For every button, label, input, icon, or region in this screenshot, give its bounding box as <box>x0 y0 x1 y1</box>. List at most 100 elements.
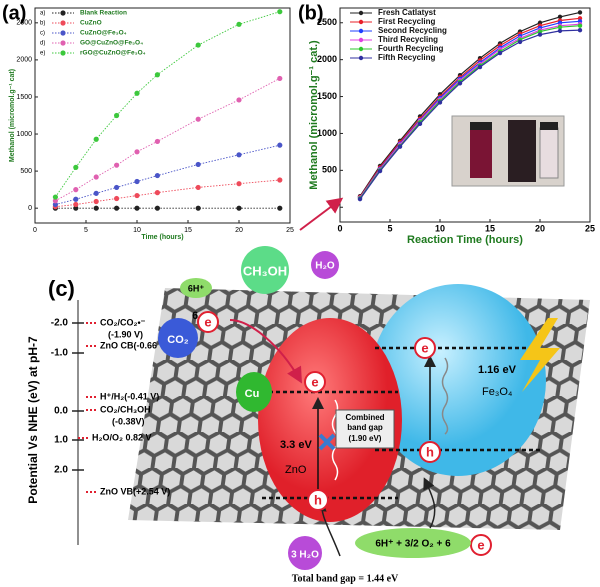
level-label: (-0.38V) <box>112 416 145 426</box>
charge <box>197 311 219 333</box>
legend-label: GO@CuZnO@Fe₃O₄ <box>80 40 143 47</box>
level-label: H⁺/H₂(-0.41 V) <box>100 391 159 401</box>
x-tick-label: 5 <box>84 227 88 234</box>
marker <box>134 192 140 199</box>
y-tick-label: 2000 <box>317 54 337 64</box>
legend-marker <box>60 50 66 56</box>
fe3o4-particle <box>370 284 546 476</box>
marker <box>154 138 160 145</box>
marker <box>93 174 99 180</box>
marker <box>154 205 160 211</box>
series-line <box>55 78 281 202</box>
series-line <box>359 17 581 198</box>
series-line <box>55 179 280 208</box>
charges: e e e e h h <box>197 311 492 556</box>
magnet-bg <box>508 120 536 182</box>
marker <box>236 97 242 103</box>
marker <box>277 205 283 211</box>
level-label: CO₂/CO₂•⁻ <box>100 317 146 327</box>
marker <box>537 32 543 37</box>
marker <box>134 205 140 211</box>
marker <box>134 178 140 185</box>
marker <box>195 184 201 191</box>
marker <box>277 142 283 148</box>
light <box>520 318 560 392</box>
combined-text: band gap <box>347 423 383 432</box>
charge-label: e <box>477 537 484 552</box>
level-label: (-1.90 V) <box>108 329 143 339</box>
level-label: ZnO VB(+2.54 V) <box>100 486 170 496</box>
marker <box>557 28 563 34</box>
co2: CO₂ <box>167 334 189 346</box>
x-tick-label: 10 <box>435 223 445 233</box>
marker <box>93 198 99 205</box>
charge-label: e <box>311 374 318 389</box>
marker <box>73 196 79 202</box>
marker <box>93 205 99 211</box>
methanol: CH₃OH <box>243 263 287 278</box>
x-tick-label: 15 <box>485 223 495 233</box>
marker <box>236 205 242 211</box>
total-gap: Total band gap = 1.44 eV <box>292 573 399 584</box>
marker <box>114 195 120 202</box>
legend-marker <box>358 55 364 61</box>
marker <box>154 72 160 78</box>
y-tick-label: 0 <box>28 205 32 212</box>
y-tick-label: 2500 <box>317 17 337 27</box>
zno-label: ZnO <box>285 464 307 476</box>
marker <box>236 152 242 158</box>
level-label: H₂O/O₂ 0.82 V <box>92 432 152 442</box>
x-axis-label: Reaction Time (hours) <box>407 234 523 246</box>
y-tick-label: 1000 <box>16 131 32 138</box>
protons: 6H⁺ <box>188 283 205 293</box>
marker <box>154 172 160 179</box>
marker <box>114 112 120 119</box>
cu-ball <box>236 372 272 412</box>
methanol-ball <box>241 246 289 294</box>
marker <box>134 90 140 96</box>
legend-marker <box>358 19 364 25</box>
water-ball <box>288 536 322 570</box>
marker <box>195 205 201 211</box>
charge <box>419 441 441 463</box>
diagram: (c) Potential Vs NHE (eV) at pH-7 -2.0 -1… <box>26 197 590 584</box>
levels: CO₂/CO₂•⁻ (-1.90 V)ZnO CB(-0.66 V) H⁺/H₂(-… <box>78 317 170 496</box>
legend-label: Fourth Recycling <box>378 44 443 53</box>
charge <box>470 534 492 556</box>
marker <box>236 21 242 27</box>
legend-marker <box>60 10 66 16</box>
marker <box>114 162 120 168</box>
charge-label: e <box>421 340 428 355</box>
scale-label: -1.0 <box>51 348 69 359</box>
marker <box>437 100 443 105</box>
legend-marker <box>60 20 66 26</box>
combined-text: Combined <box>345 413 384 422</box>
charge <box>304 371 326 393</box>
level-label: CO₂/CH₃OH <box>100 404 151 414</box>
legend-label: CuZnO <box>80 20 102 27</box>
y-axis-label: Methanol (micromol.g⁻¹ cat) <box>9 69 16 162</box>
series-line <box>359 29 581 200</box>
legend-marker <box>60 40 66 46</box>
x-tick-label: 10 <box>133 227 141 234</box>
marker <box>557 24 563 30</box>
legend-label: Fifth Recycling <box>378 53 435 62</box>
x-tick-label: 20 <box>235 227 243 234</box>
marker <box>277 177 283 183</box>
marker <box>557 14 563 20</box>
marker <box>577 27 583 33</box>
x-tick-label: 25 <box>286 227 294 234</box>
y-tick-label: 500 <box>20 168 32 175</box>
marker <box>195 116 201 122</box>
legend-marker <box>358 28 364 34</box>
marker <box>52 198 59 204</box>
scale-label: 1.0 <box>54 435 68 446</box>
charge <box>414 337 436 359</box>
legend-label: CuZnO@Fe₃O₄ <box>80 30 127 37</box>
marker <box>52 194 59 200</box>
marker <box>457 81 463 86</box>
arrow <box>423 477 436 529</box>
series-line <box>55 144 280 205</box>
marker <box>73 187 79 193</box>
legend-tag: a) <box>40 11 45 17</box>
